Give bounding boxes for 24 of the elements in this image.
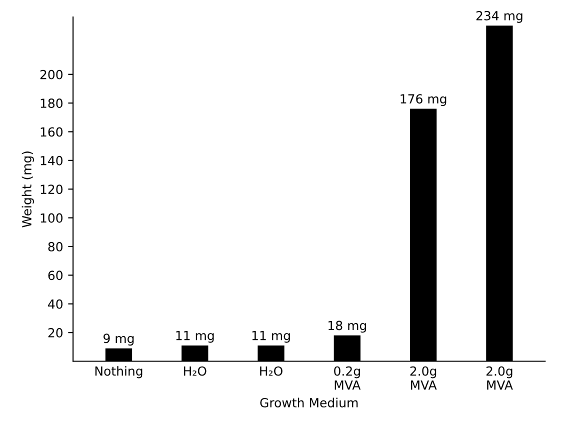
y-tick-label: 80 xyxy=(48,242,63,252)
x-tick-label: 2.0g MVA xyxy=(486,366,513,390)
data-label: 11 mg xyxy=(176,330,214,343)
x-tick-label: 2.0g MVA xyxy=(410,366,437,390)
x-tick-label: H₂O xyxy=(184,366,206,376)
data-label: 176 mg xyxy=(400,94,446,106)
y-tick-label: 60 xyxy=(48,270,63,280)
y-tick-label: 100 xyxy=(40,213,63,223)
x-tick-label: Nothing xyxy=(95,366,142,378)
data-label: 234 mg xyxy=(476,10,522,23)
data-label: 9 mg xyxy=(104,334,134,346)
y-tick-label: 120 xyxy=(40,184,63,194)
data-label: 11 mg xyxy=(252,330,290,343)
y-tick-label: 140 xyxy=(40,156,63,166)
y-tick-label: 160 xyxy=(40,127,63,137)
x-tick-label: H₂O xyxy=(260,366,282,376)
x-tick-label: 0.2g MVA xyxy=(334,366,361,390)
y-tick-label: 40 xyxy=(48,299,63,309)
x-axis-title: Growth Medium xyxy=(260,398,358,408)
y-tick-label: 180 xyxy=(40,98,63,108)
y-axis-title: Weight (mg) xyxy=(22,152,34,228)
data-label: 18 mg xyxy=(328,320,366,333)
y-tick-label: 20 xyxy=(48,328,63,338)
y-tick-label: 200 xyxy=(40,70,63,80)
